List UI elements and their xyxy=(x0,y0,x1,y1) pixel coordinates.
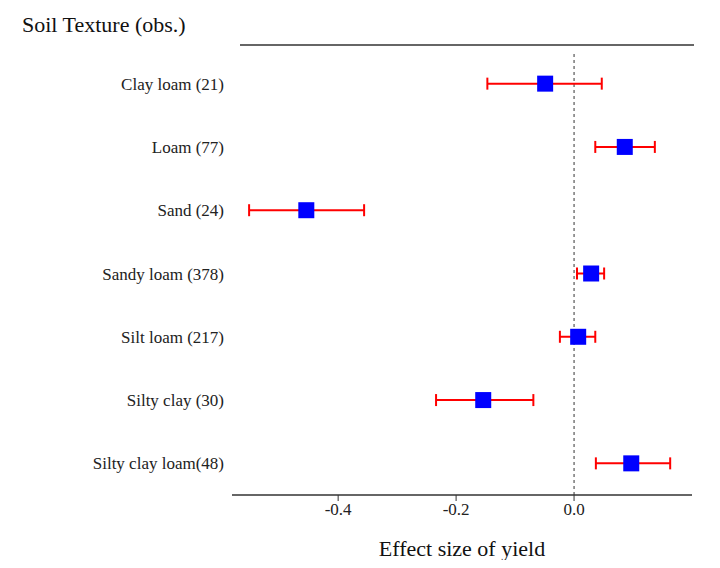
svg-text:Silty clay loam(48): Silty clay loam(48) xyxy=(93,454,224,473)
svg-text:0.0: 0.0 xyxy=(563,500,584,519)
svg-text:Silt loam (217): Silt loam (217) xyxy=(121,328,224,347)
svg-text:-0.2: -0.2 xyxy=(443,500,470,519)
html-text:Soil Texture (obs.): Soil Texture (obs.) xyxy=(22,12,186,37)
svg-text:Effect size of yield: Effect size of yield xyxy=(379,536,545,560)
svg-text:Sandy loam (378): Sandy loam (378) xyxy=(102,265,224,284)
svg-text:Sand (24): Sand (24) xyxy=(157,201,224,220)
svg-text:Silty clay (30): Silty clay (30) xyxy=(127,391,224,410)
svg-text:Clay loam (21): Clay loam (21) xyxy=(121,75,224,94)
svg-text:Loam (77): Loam (77) xyxy=(152,138,224,157)
svg-text:-0.4: -0.4 xyxy=(325,500,352,519)
